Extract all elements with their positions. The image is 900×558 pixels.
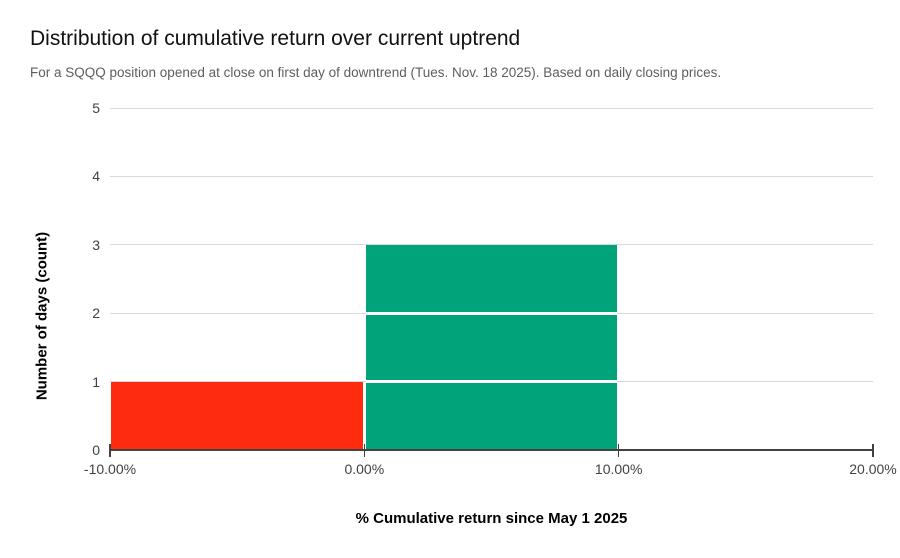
- histogram-bar: [111, 381, 364, 450]
- x-axis-tick: [363, 444, 366, 457]
- bar-unit-separator: [365, 311, 618, 315]
- y-tick-label: 0: [92, 442, 100, 458]
- x-axis-title: % Cumulative return since May 1 2025: [355, 510, 628, 527]
- chart-title: Distribution of cumulative return over c…: [30, 27, 521, 50]
- bar-unit-separator: [365, 380, 618, 384]
- x-axis-line: [110, 449, 874, 451]
- y-tick-label: 4: [92, 168, 100, 185]
- y-gridline: [110, 175, 873, 177]
- x-tick-label: -10.00%: [83, 461, 137, 477]
- x-tick-label: 20.00%: [849, 461, 897, 477]
- x-axis-tick: [617, 444, 620, 457]
- x-axis-tick: [872, 444, 874, 457]
- x-tick-label: 10.00%: [594, 461, 643, 477]
- y-axis-title: Number of days (count): [33, 231, 51, 401]
- y-tick-label: 3: [92, 236, 100, 253]
- y-tick-label: 2: [92, 305, 100, 322]
- chart-subtitle: For a SQQQ position opened at close on f…: [30, 65, 722, 80]
- histogram-bar: [365, 244, 618, 450]
- x-tick-label: 0.00%: [344, 461, 385, 477]
- y-tick-label: 1: [92, 373, 100, 390]
- y-gridline: [110, 107, 873, 109]
- y-tick-label: 5: [92, 100, 100, 116]
- x-axis-tick: [109, 444, 111, 457]
